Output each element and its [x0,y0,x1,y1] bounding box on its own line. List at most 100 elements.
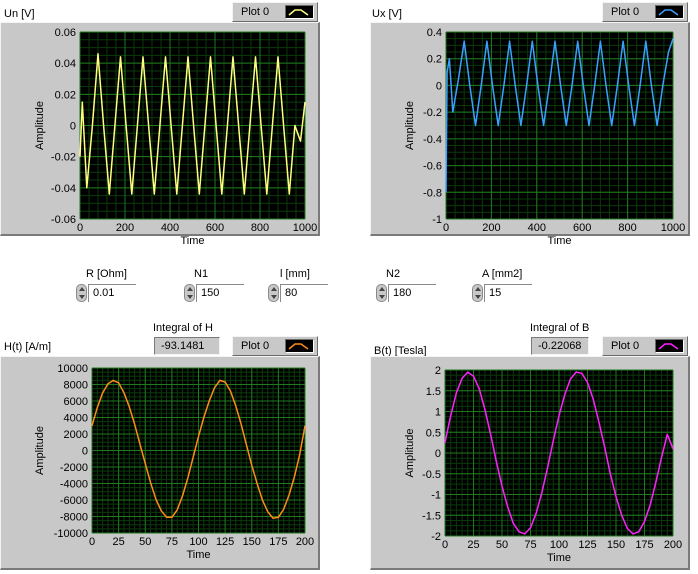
ux-legend-swatch-icon [655,5,684,19]
y-tick-label: -0.5 [422,469,441,481]
b-legend-swatch-icon [655,339,684,353]
n2-input[interactable]: 180 [388,284,436,302]
n2-spinner-icon[interactable] [376,284,387,302]
h-plot-legend[interactable]: Plot 0 [232,336,318,356]
y-axis-label: Amplitude [404,429,416,478]
series-line [91,379,306,519]
y-tick-label: -0.4 [423,134,442,146]
x-tick-label: 125 [578,539,596,551]
x-tick-label: 75 [524,539,536,551]
n2-label: N2 [386,268,401,280]
y-tick-label: -4000 [60,479,88,491]
y-tick-label: 0.02 [55,89,76,101]
y-tick-label: -0.2 [423,107,442,119]
un-plot-area: 0 200 400 600 800 1000 0.06 0.04 0.02 0 -0.02 -0.04… [34,27,317,247]
x-tick-label: 0 [77,222,83,234]
x-tick-label: 400 [528,222,546,234]
y-tick-label: -2 [431,531,441,543]
integral-b-value: -0.22068 [531,337,589,355]
x-tick-label: 200 [664,539,682,551]
y-tick-label: 0.2 [427,54,442,66]
ux-legend-label: Plot 0 [611,6,640,18]
x-tick-label: 800 [618,222,636,234]
x-tick-label: 600 [206,222,224,234]
l-mm-input[interactable]: 80 [280,284,328,302]
h-legend-label: Plot 0 [241,340,270,352]
n1-spinner-icon[interactable] [184,284,195,302]
x-tick-label: 200 [296,536,314,548]
x-tick-label: 25 [113,536,125,548]
x-axis-label: Time [547,235,571,247]
ux-graph-title: Ux [V] [372,8,402,20]
x-axis-label: Time [186,549,210,561]
l-mm-label: l [mm] [280,268,310,280]
h-graph-title: H(t) [A/m] [4,341,52,353]
series-line [79,53,306,195]
y-tick-label: 1.5 [426,386,441,398]
y-tick-label: -0.06 [51,214,76,226]
b-graph: 0 25 50 75 100 125 150 175 200 2 1.5 1 0.5 0 -0.5 -1 -1.… [370,356,690,570]
y-tick-label: -1 [432,214,442,226]
y-axis-label: Amplitude [34,101,46,150]
un-graph-title: Un [V] [4,8,35,20]
ux-graph: 0 200 400 600 800 1000 0.4 0.2 0 -0.2 -0.4 -0.6 -0.8… [370,22,690,247]
y-axis-label: Amplitude [34,426,46,475]
r-ohm-label: R [Ohm] [86,268,127,280]
y-tick-label: 0.5 [426,427,441,439]
n1-input[interactable]: 150 [196,284,244,302]
series-line [444,371,674,535]
integral-h-value: -93.1481 [154,337,220,355]
x-axis-label: Time [180,235,204,247]
y-tick-label: 0.04 [55,58,76,70]
x-tick-label: 200 [482,222,500,234]
y-axis-label: Amplitude [404,101,416,150]
r-ohm-input[interactable]: 0.01 [88,284,136,302]
un-plot-legend[interactable]: Plot 0 [232,2,318,22]
y-tick-label: 0 [82,446,88,458]
y-tick-label: 2 [435,365,441,377]
y-tick-label: 10000 [57,363,88,375]
a-mm2-input[interactable]: 15 [484,284,532,302]
y-tick-label: 0 [435,448,441,460]
x-tick-label: 600 [573,222,591,234]
x-tick-label: 0 [442,539,448,551]
x-tick-label: 175 [269,536,287,548]
b-graph-title: B(t) [Tesla] [374,345,427,357]
y-tick-label: 0.06 [55,27,76,39]
a-mm2-spinner-icon[interactable] [472,284,483,302]
b-legend-label: Plot 0 [611,340,640,352]
x-tick-label: 150 [243,536,261,548]
y-tick-label: 2000 [64,429,88,441]
x-tick-label: 50 [139,536,151,548]
y-tick-label: 4000 [64,413,88,425]
x-tick-label: 0 [89,536,95,548]
y-tick-label: -10000 [54,528,88,540]
y-tick-label: 0.4 [427,27,442,39]
r-ohm-spinner-icon[interactable] [76,284,87,302]
x-tick-label: 200 [116,222,134,234]
y-tick-label: -0.8 [423,187,442,199]
h-plot-area: 0 25 50 75 100 125 150 175 200 10000 8000 6000 4000 2… [34,363,314,561]
y-tick-label: 0 [436,80,442,92]
x-tick-label: 0 [443,222,449,234]
x-tick-label: 800 [251,222,269,234]
x-tick-label: 1000 [293,222,317,234]
a-mm2-label: A [mm2] [482,268,523,280]
x-tick-label: 100 [189,536,207,548]
x-tick-label: 25 [467,539,479,551]
b-plot-legend[interactable]: Plot 0 [602,336,688,356]
x-tick-label: 1000 [661,222,685,234]
y-tick-label: -0.02 [51,152,76,164]
ux-plot-legend[interactable]: Plot 0 [602,2,688,22]
h-graph: 0 25 50 75 100 125 150 175 200 10000 8000 6000 4000 2… [0,356,320,570]
y-tick-label: -1.5 [422,510,441,522]
x-tick-label: 50 [496,539,508,551]
un-legend-swatch-icon [285,5,314,19]
x-tick-label: 150 [607,539,625,551]
integral-h-label: Integral of H [153,322,213,334]
un-legend-label: Plot 0 [241,6,270,18]
integral-b-label: Integral of B [530,322,590,334]
y-tick-label: -1 [431,490,441,502]
l-mm-spinner-icon[interactable] [268,284,279,302]
x-axis-label: Time [547,552,571,564]
